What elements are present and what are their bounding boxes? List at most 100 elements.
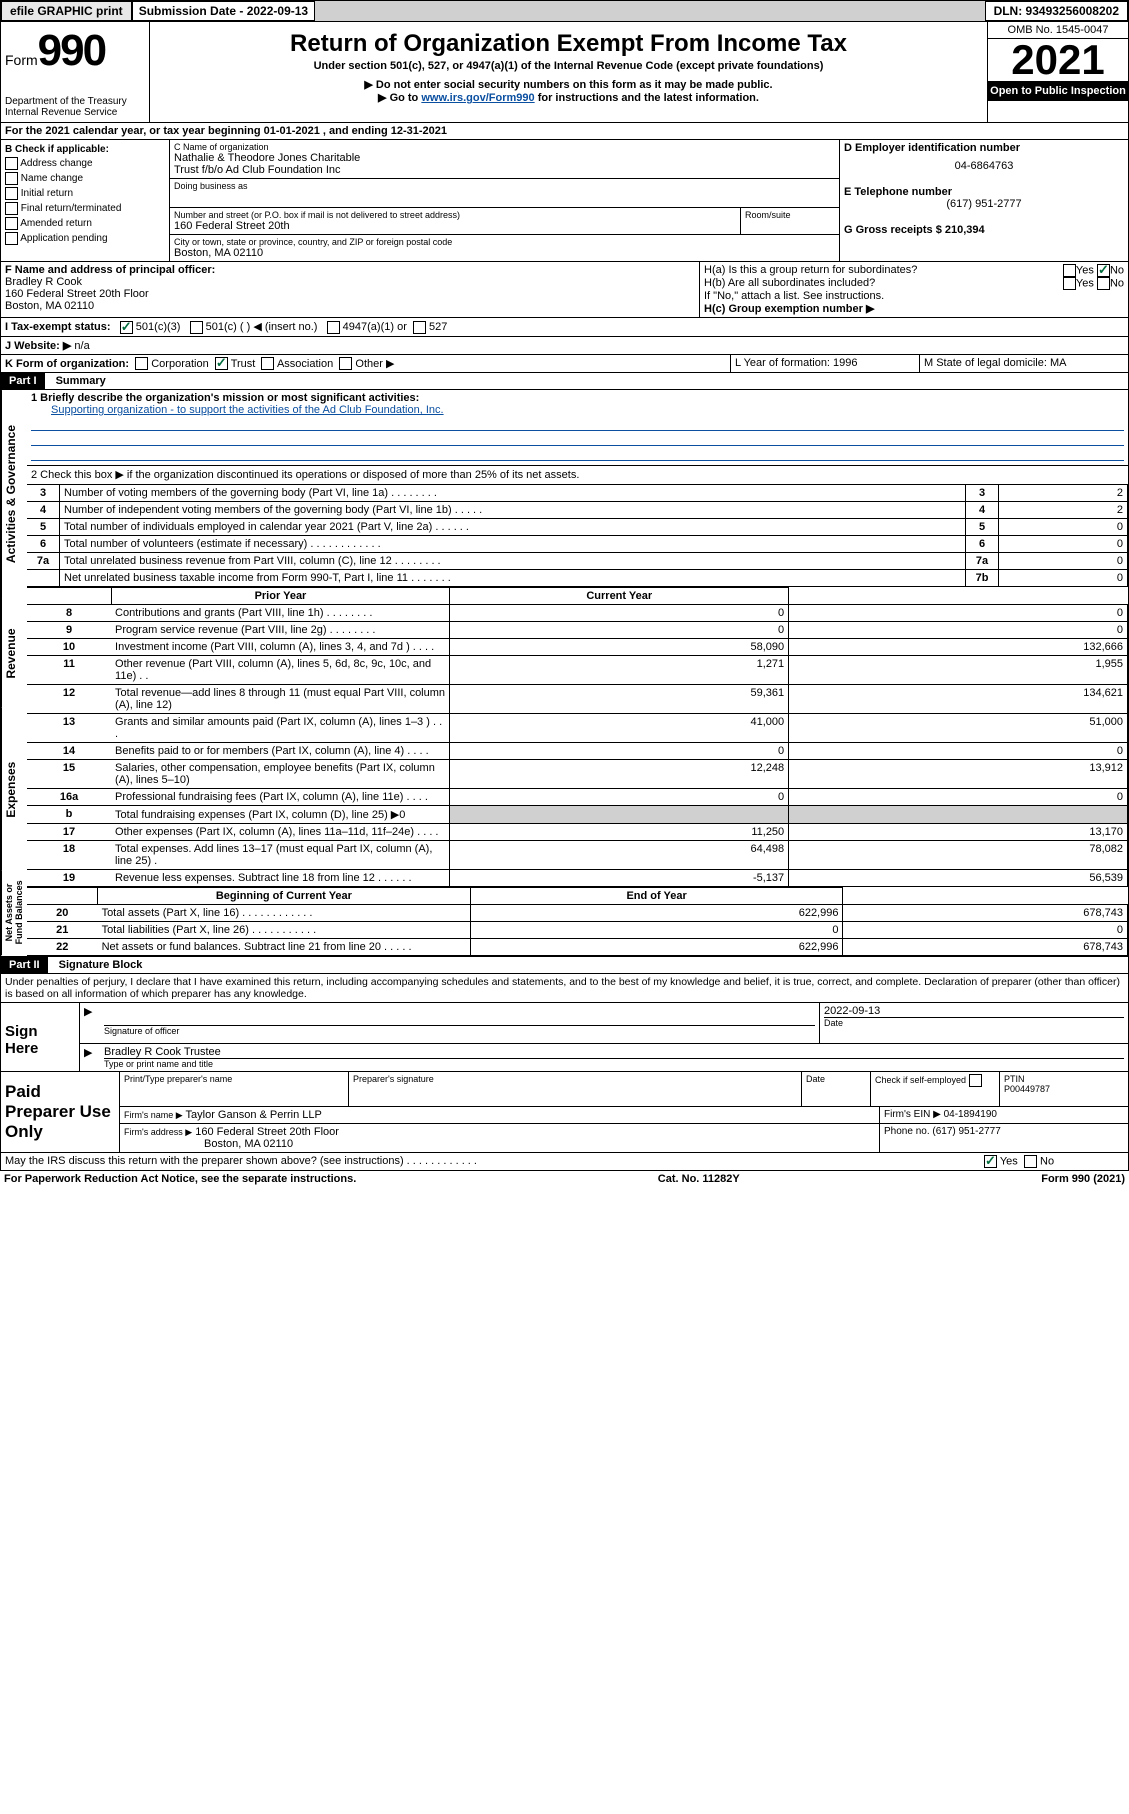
table-row: 4Number of independent voting members of… — [27, 501, 1128, 518]
line2: 2 Check this box ▶ if the organization d… — [27, 466, 1128, 484]
table-row: 21Total liabilities (Part X, line 26) . … — [27, 921, 1128, 938]
table-row: 16aProfessional fundraising fees (Part I… — [27, 788, 1128, 805]
website-value: n/a — [74, 340, 89, 352]
cb-corp[interactable] — [135, 357, 148, 370]
table-row: 14Benefits paid to or for members (Part … — [27, 742, 1128, 759]
section-i: I Tax-exempt status: 501(c)(3) 501(c) ( … — [0, 318, 1129, 337]
sign-here-label: Sign Here — [1, 1003, 80, 1071]
phone-value: (617) 951-2777 — [844, 198, 1124, 210]
firm-addr-label: Firm's address ▶ — [124, 1127, 192, 1137]
section-h: H(a) Is this a group return for subordin… — [700, 262, 1128, 317]
form-number: 990 — [38, 26, 105, 75]
hb-yes[interactable] — [1063, 277, 1076, 290]
checkbox-address-change[interactable] — [5, 157, 18, 170]
officer-addr: 160 Federal Street 20th Floor — [5, 288, 695, 300]
col-end: End of Year — [470, 887, 843, 904]
org-name-2: Trust f/b/o Ad Club Foundation Inc — [174, 164, 835, 176]
page-footer: For Paperwork Reduction Act Notice, see … — [0, 1171, 1129, 1187]
col-prior: Prior Year — [111, 587, 450, 604]
rev-header: Prior Year Current Year 8Contributions a… — [27, 587, 1128, 887]
topbar: efile GRAPHIC print Submission Date - 20… — [0, 0, 1129, 22]
paid-preparer-label: Paid Preparer Use Only — [1, 1072, 120, 1152]
part1-title: Summary — [48, 373, 114, 389]
col-begin: Beginning of Current Year — [98, 887, 471, 904]
firm-phone: Phone no. (617) 951-2777 — [879, 1124, 1128, 1152]
vert-netassets: Net Assets or Fund Balances — [1, 870, 27, 955]
table-row: 17Other expenses (Part IX, column (A), l… — [27, 823, 1128, 840]
checkbox-name-change[interactable] — [5, 172, 18, 185]
label-corp: Corporation — [151, 358, 208, 370]
table-row: 5Total number of individuals employed in… — [27, 518, 1128, 535]
ha-no-label: No — [1110, 264, 1124, 276]
gov-table: 3Number of voting members of the governi… — [27, 484, 1128, 587]
cb-trust[interactable] — [215, 357, 228, 370]
ptin-label: PTIN — [1004, 1074, 1124, 1084]
cb-501c3[interactable] — [120, 321, 133, 334]
ssn-warning: ▶ Do not enter social security numbers o… — [154, 78, 983, 91]
label-amended: Amended return — [20, 218, 92, 229]
ha-yes[interactable] — [1063, 264, 1076, 277]
efile-print-button[interactable]: efile GRAPHIC print — [1, 1, 132, 21]
officer-printed: Bradley R Cook Trustee — [104, 1046, 1124, 1058]
net-table: Beginning of Current Year End of Year 20… — [27, 887, 1128, 956]
checkbox-initial-return[interactable] — [5, 187, 18, 200]
checkbox-final-return[interactable] — [5, 202, 18, 215]
ha-label: H(a) Is this a group return for subordin… — [704, 264, 1063, 277]
table-row: 8Contributions and grants (Part VIII, li… — [27, 604, 1128, 621]
table-row: 9Program service revenue (Part VIII, lin… — [27, 621, 1128, 638]
cb-527[interactable] — [413, 321, 426, 334]
irs-link[interactable]: www.irs.gov/Form990 — [421, 92, 534, 104]
cb-501c[interactable] — [190, 321, 203, 334]
cb-4947[interactable] — [327, 321, 340, 334]
city-label: City or town, state or province, country… — [174, 237, 835, 247]
cb-assoc[interactable] — [261, 357, 274, 370]
label-initial-return: Initial return — [21, 188, 73, 199]
sign-here-block: Sign Here ▶ Signature of officer 2022-09… — [0, 1003, 1129, 1072]
section-d: D Employer identification number 04-6864… — [839, 140, 1128, 261]
cat-no: Cat. No. 11282Y — [658, 1173, 740, 1185]
sig-officer-label: Signature of officer — [104, 1026, 815, 1036]
vert-expenses: Expenses — [1, 708, 27, 871]
declaration: Under penalties of perjury, I declare th… — [0, 974, 1129, 1003]
org-name-1: Nathalie & Theodore Jones Charitable — [174, 152, 835, 164]
may-irs-no-label: No — [1040, 1155, 1054, 1167]
cb-other[interactable] — [339, 357, 352, 370]
col-current: Current Year — [450, 587, 789, 604]
section-j: J Website: ▶ n/a — [0, 337, 1129, 355]
line1-label: 1 Briefly describe the organization's mi… — [31, 392, 1124, 404]
addr-label: Number and street (or P.O. box if mail i… — [174, 210, 736, 220]
street-address: 160 Federal Street 20th — [174, 220, 736, 232]
part2-header-row: Part II Signature Block — [0, 957, 1129, 974]
may-irs-no[interactable] — [1024, 1155, 1037, 1168]
table-row: 11Other revenue (Part VIII, column (A), … — [27, 655, 1128, 684]
ha-no[interactable] — [1097, 264, 1110, 277]
open-inspection: Open to Public Inspection — [988, 81, 1128, 101]
tax-year: 2021 — [988, 39, 1128, 81]
form-990-page: efile GRAPHIC print Submission Date - 20… — [0, 0, 1129, 1187]
submission-date: Submission Date - 2022-09-13 — [132, 1, 315, 21]
section-b: B Check if applicable: Address change Na… — [1, 140, 170, 261]
goto-pre: ▶ Go to — [378, 92, 421, 104]
section-b-title: B Check if applicable: — [5, 144, 165, 155]
hc-label: H(c) Group exemption number ▶ — [704, 302, 1124, 315]
header-right: OMB No. 1545-0047 2021 Open to Public In… — [987, 22, 1128, 122]
table-row: 20Total assets (Part X, line 16) . . . .… — [27, 904, 1128, 921]
table-row: 18Total expenses. Add lines 13–17 (must … — [27, 840, 1128, 869]
label-final-return: Final return/terminated — [21, 203, 122, 214]
checkbox-app-pending[interactable] — [5, 232, 18, 245]
state-domicile: M State of legal domicile: MA — [919, 355, 1128, 373]
mission-blank-1 — [31, 418, 1124, 431]
form-subtitle: Under section 501(c), 527, or 4947(a)(1)… — [154, 60, 983, 72]
label-501c3: 501(c)(3) — [136, 321, 181, 333]
label-app-pending: Application pending — [20, 233, 107, 244]
cb-self-employed[interactable] — [969, 1074, 982, 1087]
form-org-label: K Form of organization: — [5, 358, 129, 370]
firm-name: Taylor Ganson & Perrin LLP — [186, 1109, 322, 1121]
may-irs-yes[interactable] — [984, 1155, 997, 1168]
checkbox-amended[interactable] — [5, 217, 18, 230]
hb-no[interactable] — [1097, 277, 1110, 290]
part1-body: Activities & Governance Revenue Expenses… — [0, 390, 1129, 957]
vert-revenue: Revenue — [1, 599, 27, 708]
prep-date-label: Date — [802, 1072, 871, 1106]
officer-label: F Name and address of principal officer: — [5, 264, 695, 276]
